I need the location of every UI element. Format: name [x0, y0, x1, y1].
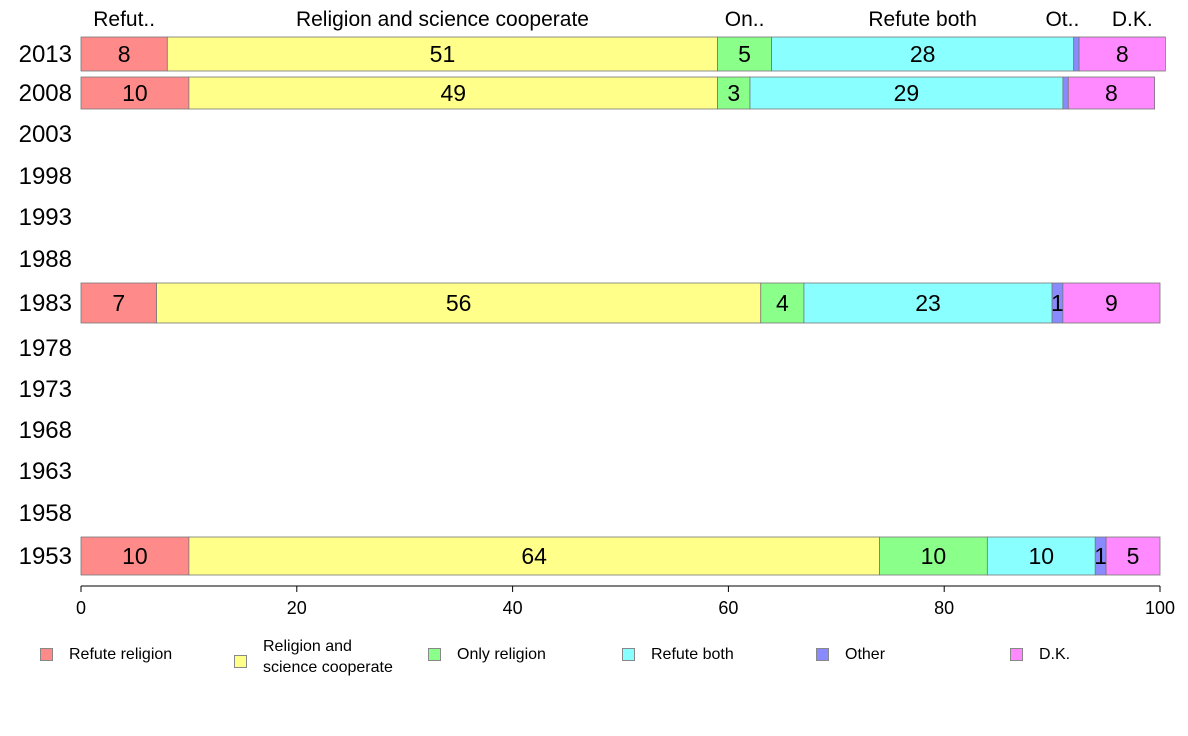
bar-segment [166, 36, 719, 72]
column-label: Refut.. [93, 8, 155, 31]
data-label: 28 [910, 41, 936, 67]
bar-segment [1062, 76, 1069, 110]
category-label: 1958 [19, 500, 72, 527]
legend-label: D.K. [1039, 646, 1071, 663]
bar-segment [1062, 282, 1161, 324]
data-label: 7 [112, 290, 125, 316]
legend: Refute religion Religion and science coop… [0, 636, 1188, 686]
bar-segment [80, 36, 168, 72]
data-label: 4 [776, 290, 789, 316]
legend-label: Only religion [457, 646, 546, 663]
bar-segment [717, 36, 772, 72]
category-label: 1953 [19, 543, 72, 570]
x-tick-label: 60 [718, 598, 738, 618]
legend-swatch [816, 648, 829, 661]
data-label: 10 [122, 543, 148, 569]
category-label: 1968 [19, 417, 72, 444]
stacked-bar-chart: 2013200820031998199319881983197819731968… [19, 8, 1175, 618]
legend-item: Only religion [428, 644, 546, 665]
data-label: 10 [122, 80, 148, 106]
legend-swatch [1010, 648, 1023, 661]
category-label: 1993 [19, 204, 72, 231]
category-label: 1963 [19, 458, 72, 485]
bar-segment [760, 282, 805, 324]
data-label: 8 [1105, 80, 1118, 106]
legend-label: Refute both [651, 646, 734, 663]
bar-segment [1067, 76, 1156, 110]
legend-label: Other [845, 646, 886, 663]
legend-item: Refute both [622, 644, 734, 665]
legend-item: Religion and science cooperate [234, 636, 393, 678]
bar-segment [1078, 36, 1166, 72]
data-label: 5 [1127, 543, 1140, 569]
bar-segment [188, 76, 719, 110]
legend-item: Refute religion [40, 644, 172, 665]
data-label: 1 [1094, 543, 1107, 569]
data-label: 3 [727, 80, 740, 106]
category-label: 2003 [19, 121, 72, 148]
x-tick-label: 40 [503, 598, 523, 618]
column-label: D.K. [1112, 8, 1153, 31]
data-label: 64 [521, 543, 547, 569]
legend-item: D.K. [1010, 644, 1070, 665]
legend-item: Other [816, 644, 885, 665]
data-label: 49 [440, 80, 466, 106]
bar-segment [1073, 36, 1080, 72]
legend-swatch [234, 654, 247, 668]
column-label: On.. [725, 8, 765, 31]
bar-segment [771, 36, 1075, 72]
category-label: 2008 [19, 80, 72, 107]
category-label: 1988 [19, 246, 72, 273]
data-label: 51 [430, 41, 456, 67]
category-label: 1998 [19, 163, 72, 190]
data-label: 1 [1051, 290, 1064, 316]
data-label: 8 [118, 41, 131, 67]
column-label: Refute both [868, 8, 977, 31]
bar-segment [156, 282, 762, 324]
column-label: Ot.. [1045, 8, 1079, 31]
data-label: 5 [738, 41, 751, 67]
x-tick-label: 100 [1145, 598, 1175, 618]
data-label: 23 [915, 290, 941, 316]
category-label: 1983 [19, 290, 72, 317]
data-label: 29 [894, 80, 920, 106]
category-label: 1973 [19, 376, 72, 403]
bar-segment [80, 76, 190, 110]
column-label: Religion and science cooperate [296, 8, 589, 31]
data-label: 9 [1105, 290, 1118, 316]
legend-swatch [40, 648, 53, 661]
x-tick-label: 20 [287, 598, 307, 618]
bar-segment [749, 76, 1064, 110]
x-tick-label: 0 [76, 598, 86, 618]
category-label: 1978 [19, 335, 72, 362]
legend-label: Refute religion [69, 646, 173, 663]
data-label: 10 [921, 543, 947, 569]
bar-segment [803, 282, 1053, 324]
legend-swatch [622, 648, 635, 661]
legend-swatch [428, 648, 441, 661]
legend-label: Religion and science cooperate [263, 638, 393, 676]
data-label: 8 [1116, 41, 1129, 67]
category-label: 2013 [19, 41, 72, 68]
data-label: 10 [1029, 543, 1055, 569]
data-label: 56 [446, 290, 472, 316]
bar-segment [879, 536, 988, 576]
bar-segment [986, 536, 1096, 576]
bar-segment [1105, 536, 1161, 576]
bar-segment [717, 76, 751, 110]
x-tick-label: 80 [934, 598, 954, 618]
